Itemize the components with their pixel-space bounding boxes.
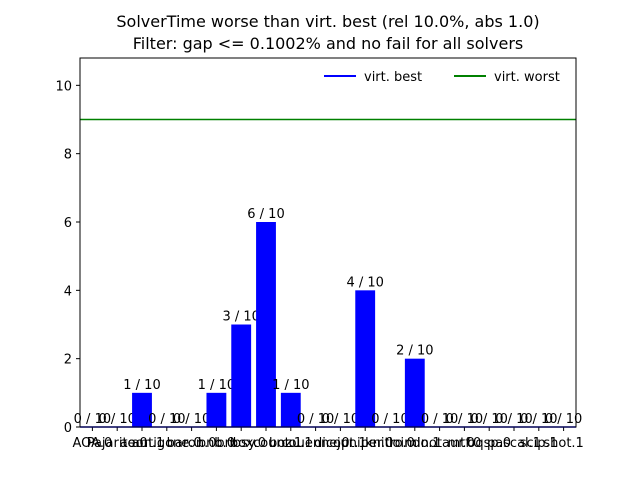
- x-tick-label: antigone.0: [132, 436, 202, 451]
- y-tick-label: 4: [64, 284, 72, 299]
- y-tick-label: 8: [64, 148, 72, 163]
- bar-value-label: 0 / 10: [495, 412, 532, 427]
- bar-value-label: 0 / 10: [520, 412, 557, 427]
- legend-label: virt. best: [364, 70, 422, 85]
- bar: [132, 392, 152, 427]
- bar-value-label: 6 / 10: [247, 207, 284, 222]
- bar-value-label: 0 / 10: [446, 412, 483, 427]
- bar-value-label: 2 / 10: [396, 344, 433, 359]
- x-tick-label: bnbsy.0: [216, 436, 266, 451]
- bar-value-label: 0 / 10: [173, 412, 210, 427]
- bar: [206, 392, 227, 427]
- chart-title: SolverTime worse than virt. best (rel 10…: [116, 12, 539, 31]
- bar-value-label: 0 / 10: [371, 412, 408, 427]
- bar: [256, 222, 276, 427]
- bar-value-label: 3 / 10: [222, 310, 259, 325]
- x-tick-label: boxcount.1: [230, 436, 302, 451]
- bar-value-label: 0 / 10: [297, 412, 334, 427]
- x-tick-label: loindo.1: [389, 436, 441, 451]
- bar-value-label: 0 / 10: [470, 412, 507, 427]
- y-tick-label: 6: [64, 216, 72, 231]
- bar-value-label: 1 / 10: [198, 378, 235, 393]
- bar-value-label: 0 / 10: [74, 412, 111, 427]
- bar-value-label: 0 / 10: [421, 412, 458, 427]
- bar-value-label: 0 / 10: [98, 412, 135, 427]
- bar: [280, 392, 301, 427]
- x-tick-label: dicopt.1: [314, 436, 367, 451]
- x-tick-label: pascal.1: [487, 436, 541, 451]
- x-tick-label: bozu.1: [269, 436, 313, 451]
- bar-value-label: 0 / 10: [148, 412, 185, 427]
- x-tick-label: aeon.1: [120, 436, 165, 451]
- x-tick-label: juniper.0: [336, 436, 394, 451]
- x-tick-label: baron.0: [167, 436, 217, 451]
- x-tick-label: scip.1: [520, 436, 558, 451]
- x-tick-label: Pajarito.0: [87, 436, 148, 451]
- bar: [404, 358, 425, 427]
- x-tick-label: mtf.0: [448, 436, 482, 451]
- bar-value-label: 1 / 10: [123, 378, 160, 393]
- legend-label: virt. worst: [494, 70, 560, 85]
- chart-subtitle: Filter: gap <= 0.1002% and no fail for a…: [133, 34, 523, 53]
- bar: [355, 290, 376, 427]
- y-tick-label: 2: [64, 353, 72, 368]
- x-tick-label: bnb.0: [198, 436, 235, 451]
- bar-value-label: 1 / 10: [272, 378, 309, 393]
- bar-value-label: 4 / 10: [346, 275, 383, 290]
- x-tick-label: minotaur.0: [404, 436, 474, 451]
- y-tick-label: 10: [55, 79, 72, 94]
- x-tick-label: couenne.0: [281, 436, 349, 451]
- x-tick-label: AOA.0: [73, 436, 113, 451]
- axes-frame: [79, 57, 577, 428]
- x-tick-label: shot.1: [543, 436, 583, 451]
- bar-value-label: 0 / 10: [322, 412, 359, 427]
- y-tick-label: 0: [64, 421, 72, 436]
- bar-value-label: 0 / 10: [545, 412, 582, 427]
- x-tick-label: knitro.0: [365, 436, 415, 451]
- x-tick-label: oqsp.0: [467, 436, 511, 451]
- bar: [231, 324, 252, 427]
